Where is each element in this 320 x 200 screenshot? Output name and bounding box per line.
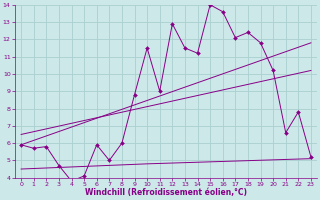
X-axis label: Windchill (Refroidissement éolien,°C): Windchill (Refroidissement éolien,°C) (85, 188, 247, 197)
